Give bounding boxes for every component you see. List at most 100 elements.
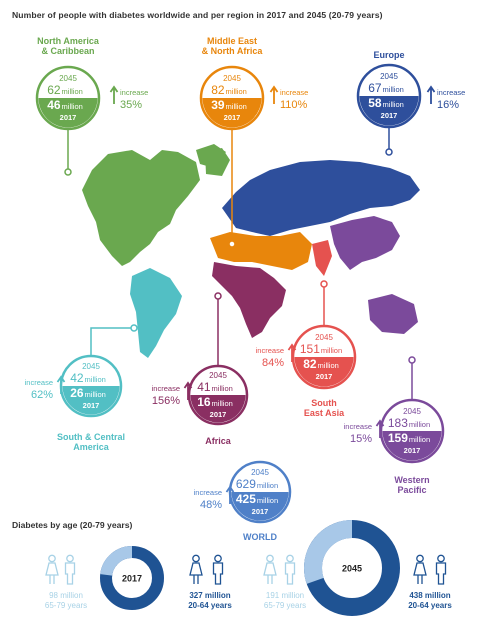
map-se-asia — [312, 240, 332, 276]
person-body — [189, 562, 203, 584]
person-body — [284, 562, 296, 585]
value-2045: 151million — [300, 342, 342, 356]
increase-value: 156% — [152, 395, 180, 407]
million-label: million — [62, 102, 83, 111]
increase-value: 110% — [280, 99, 308, 111]
increase-value: 35% — [120, 99, 142, 111]
value-2017: 159million — [388, 431, 430, 445]
connector-dot — [130, 324, 138, 332]
map-greenland — [196, 144, 226, 168]
value-2017: 16million — [197, 395, 233, 409]
million-label: million — [212, 384, 233, 393]
million-label: million — [85, 375, 106, 384]
region-name: & North Africa — [202, 46, 264, 56]
increase-label: increase — [344, 422, 372, 431]
region-name: South — [311, 398, 337, 408]
value-2045: 67million — [368, 81, 404, 95]
year-2017-label: 2017 — [252, 507, 269, 516]
person-male-older-icon — [64, 554, 76, 585]
connector-dot — [228, 240, 236, 248]
million-label: million — [257, 481, 278, 490]
million-label: million — [85, 390, 106, 399]
year-2045-label: 2045 — [315, 333, 333, 342]
map-south-america — [130, 268, 182, 358]
region-bubble-2017-half — [359, 96, 419, 126]
person-head — [286, 554, 294, 563]
donut-year-label: 2045 — [342, 564, 362, 574]
region-name: Middle East — [207, 36, 257, 46]
connector-dot — [385, 148, 393, 156]
region-bubble-2017-half — [231, 492, 289, 521]
million-label: million — [383, 100, 404, 109]
person-head — [437, 554, 445, 563]
region-bubble-2017-half — [38, 98, 98, 128]
year-2045-label: 2045 — [209, 371, 227, 380]
map-w-pacific — [330, 216, 418, 334]
value-2045: 62million — [47, 83, 83, 97]
value-2017: 26million — [70, 386, 106, 400]
year-2045-label: 2045 — [59, 74, 77, 83]
million-label: million — [409, 420, 430, 429]
year-2045-label: 2045 — [380, 72, 398, 81]
person-head — [66, 554, 74, 563]
person-body — [64, 562, 76, 585]
region-bubble-2017-half — [62, 386, 120, 415]
region-name: Africa — [205, 436, 232, 446]
million-label: million — [62, 87, 83, 96]
person-head — [416, 554, 424, 563]
donut-year-label: 2017 — [122, 574, 142, 584]
age-younger-label: 438 million — [409, 591, 450, 600]
value-2045: 41million — [197, 380, 233, 394]
region-bubble-2017-half — [294, 357, 354, 387]
year-2017-label: 2017 — [404, 446, 421, 455]
increase-arrow-icon — [225, 485, 235, 504]
year-2045-label: 2045 — [403, 407, 421, 416]
increase-label: increase — [120, 88, 148, 97]
person-body — [45, 562, 59, 584]
year-2017-label: 2017 — [210, 410, 227, 419]
value-2045: 82million — [211, 83, 247, 97]
region-bubble-2017-half — [202, 98, 262, 128]
map-middle-east — [210, 232, 312, 270]
map-europe — [222, 160, 420, 236]
year-2017-label: 2017 — [83, 401, 100, 410]
million-label: million — [409, 435, 430, 444]
year-2017-label: 2017 — [381, 111, 398, 120]
person-male-older-icon — [284, 554, 296, 585]
year-2017-label: 2017 — [60, 113, 77, 122]
connector-dot — [408, 356, 416, 364]
increase-value: 62% — [31, 389, 53, 401]
value-2045: 629million — [236, 477, 278, 491]
year-2045-label: 2045 — [223, 74, 241, 83]
person-female-younger-icon — [189, 554, 203, 584]
person-female-older-icon — [263, 554, 277, 584]
region-name: WORLD — [243, 532, 277, 542]
increase-value: 48% — [200, 499, 222, 511]
age-older-label: 65-79 years — [264, 601, 306, 610]
value-2045: 42million — [70, 371, 106, 385]
age-younger-label: 20-64 years — [408, 601, 452, 610]
increase-label: increase — [152, 384, 180, 393]
person-head — [214, 554, 222, 563]
value-2017: 39million — [211, 98, 247, 112]
million-label: million — [318, 361, 339, 370]
increase-arrow-icon — [269, 85, 279, 104]
person-male-younger-icon — [435, 554, 447, 585]
million-label: million — [257, 496, 278, 505]
increase-value: 84% — [262, 357, 284, 369]
year-2045-label: 2045 — [251, 468, 269, 477]
region-name: Western — [394, 475, 429, 485]
region-name: South & Central — [57, 432, 125, 442]
increase-label: increase — [256, 346, 284, 355]
age-chart-title: Diabetes by age (20-79 years) — [12, 520, 133, 530]
page-title: Number of people with diabetes worldwide… — [12, 10, 383, 20]
increase-arrow-icon — [426, 85, 436, 104]
